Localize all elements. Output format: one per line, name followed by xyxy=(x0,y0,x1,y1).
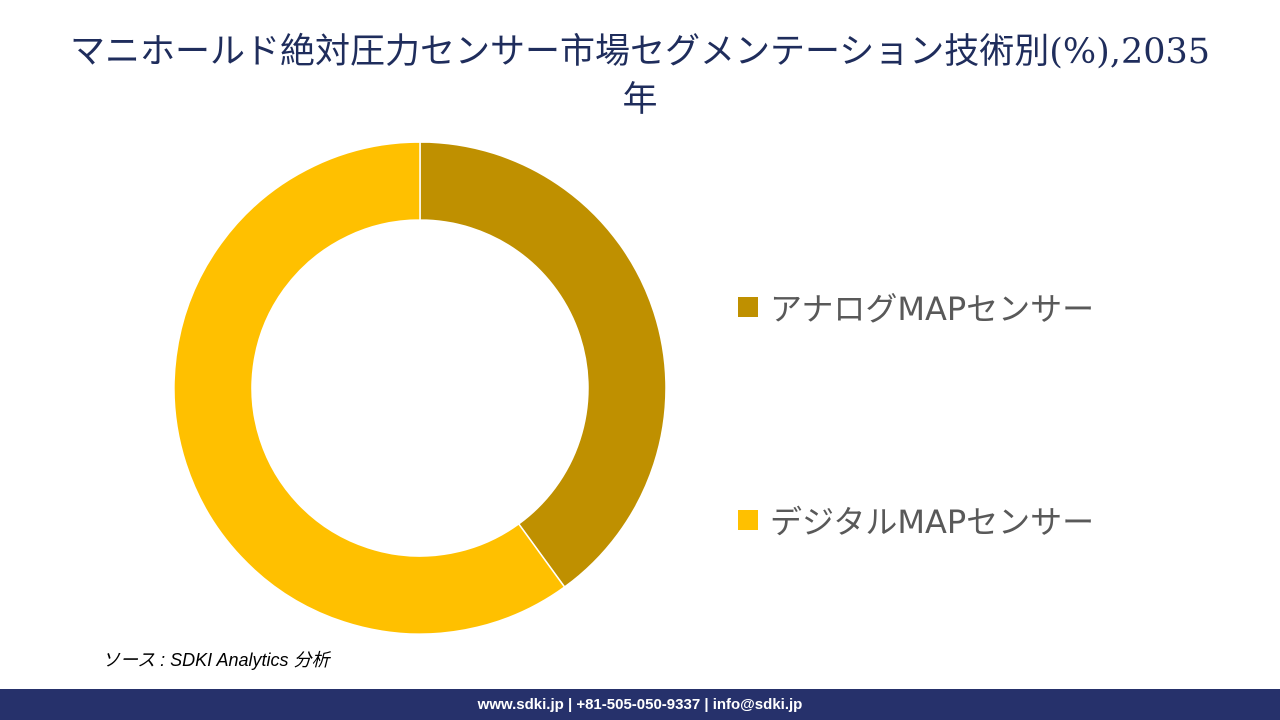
chart-title-line1: マニホールド絶対圧力センサー市場セグメンテーション技術別(%),2035 xyxy=(69,32,1211,72)
legend-swatch-analog xyxy=(738,297,758,317)
donut-chart xyxy=(173,141,667,635)
source-note: ソース : SDKI Analytics 分析 xyxy=(102,650,330,670)
chart-title-line2: 年 xyxy=(622,80,658,120)
donut-segment-analog xyxy=(419,141,667,589)
legend-label-analog: アナログMAPセンサー xyxy=(770,290,1095,328)
legend-label-digital: デジタルMAPセンサー xyxy=(770,503,1095,541)
legend-item-digital: デジタルMAPセンサー xyxy=(738,497,1094,543)
legend-item-analog: アナログMAPセンサー xyxy=(738,284,1094,330)
footer-contact-bar: www.sdki.jp | +81-505-050-9337 | info@sd… xyxy=(0,689,1280,720)
chart-title: マニホールド絶対圧力センサー市場セグメンテーション技術別(%),2035 年 xyxy=(0,28,1280,124)
donut-segment-digital xyxy=(173,141,566,635)
legend-swatch-digital xyxy=(738,510,758,530)
